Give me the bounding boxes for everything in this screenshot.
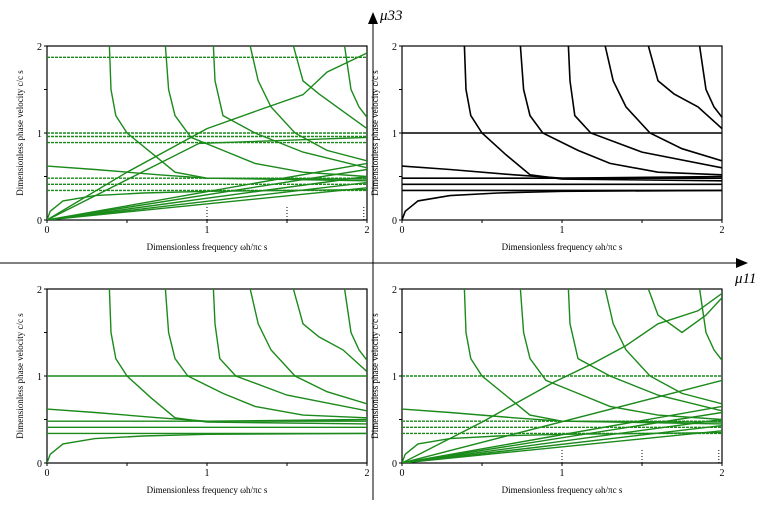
x-tick-label: 2 (365, 468, 370, 479)
series-line-12 (47, 168, 367, 220)
chart-bottom-right: 0 1 2 0 1 2 Dimensionless frequency ωh/πc s Dim… (370, 285, 725, 495)
series-line-16 (604, 289, 722, 405)
x-tick-label: 0 (45, 225, 50, 236)
series-line-5 (402, 165, 722, 180)
series-line-10 (292, 289, 367, 373)
y-tick-label: 2 (392, 42, 397, 53)
chart-bottom-left: 0 1 2 0 1 2 Dimensionless frequency ωh/πc s Dim… (15, 285, 370, 495)
horizontal-axis-arrow-icon (736, 258, 748, 268)
y-axis-label: Dimensionless phase velocity c/c s (15, 70, 25, 196)
x-axis-label: Dimensionless frequency ωh/πc s (147, 485, 268, 495)
series-group (402, 289, 722, 463)
y-axis-label: Dimensionless phase velocity c/c s (370, 70, 380, 196)
chart-top-left: 0 1 2 0 1 2 Dimensionless frequency ωh/πc s Dim… (15, 42, 370, 252)
x-axis-label: Dimensionless frequency ωh/πc s (502, 242, 623, 252)
series-line-5 (47, 408, 367, 422)
series-line-12 (402, 430, 722, 463)
series-line-13 (463, 289, 722, 425)
y-tick-label: 0 (37, 459, 42, 470)
y-tick-label: 2 (37, 285, 42, 296)
series-line-4 (402, 189, 722, 220)
series-group (47, 46, 367, 220)
x-tick-label: 0 (400, 468, 405, 479)
series-line-6 (402, 292, 722, 463)
series-line-10 (647, 46, 722, 130)
mu11-label: μ11 (734, 271, 756, 287)
series-line-7 (519, 46, 722, 176)
series-line-17 (647, 289, 722, 334)
series-line-6 (108, 289, 367, 425)
series-line-13 (47, 175, 367, 220)
x-axis-label: Dimensionless frequency ωh/πc s (502, 485, 623, 495)
series-line-8 (402, 405, 722, 463)
y-tick-label: 2 (37, 42, 42, 53)
series-line-14 (519, 289, 722, 421)
series-group (47, 289, 367, 463)
y-tick-label: 0 (392, 216, 397, 227)
y-tick-label: 1 (37, 372, 42, 383)
series-line-6 (463, 46, 722, 182)
y-tick-label: 1 (392, 372, 397, 383)
series-line-15 (47, 187, 367, 220)
series-line-9 (402, 411, 722, 463)
series-line-21 (343, 46, 367, 118)
series-line-11 (698, 46, 722, 118)
x-tick-label: 1 (205, 468, 210, 479)
x-tick-label: 0 (400, 225, 405, 236)
series-line-9 (249, 289, 367, 405)
series-line-9 (604, 46, 722, 162)
series-line-8 (567, 46, 722, 169)
x-tick-label: 1 (205, 225, 210, 236)
series-line-19 (249, 46, 367, 162)
y-axis-label: Dimensionless phase velocity c/c s (370, 313, 380, 439)
series-line-10 (47, 136, 367, 220)
series-line-11 (402, 424, 722, 463)
series-line-7 (164, 289, 367, 419)
y-tick-label: 0 (37, 216, 42, 227)
series-line-18 (212, 46, 367, 169)
y-tick-label: 2 (392, 285, 397, 296)
y-tick-label: 1 (392, 129, 397, 140)
x-axis-label: Dimensionless frequency ωh/πc s (147, 242, 268, 252)
y-tick-label: 1 (37, 129, 42, 140)
series-line-17 (164, 46, 367, 178)
x-tick-label: 2 (720, 468, 725, 479)
quadrant-axes: μ33 μ11 (0, 8, 756, 500)
x-tick-label: 2 (720, 225, 725, 236)
series-line-4 (47, 432, 367, 463)
mu33-label: μ33 (379, 8, 403, 24)
series-line-9 (47, 52, 367, 220)
y-axis-label: Dimensionless phase velocity c/c s (15, 313, 25, 439)
vertical-axis-arrow-icon (368, 12, 378, 24)
series-line-16 (108, 46, 367, 182)
chart-top-right: 0 1 2 0 1 2 Dimensionless frequency ωh/πc s Dim… (370, 42, 725, 252)
series-line-18 (698, 289, 722, 361)
x-tick-label: 0 (45, 468, 50, 479)
series-line-11 (343, 289, 367, 361)
series-line-14 (47, 181, 367, 220)
x-tick-label: 1 (560, 225, 565, 236)
series-line-20 (292, 46, 367, 130)
series-line-10 (402, 418, 722, 463)
x-tick-label: 1 (560, 468, 565, 479)
x-tick-label: 2 (365, 225, 370, 236)
series-line-15 (567, 289, 722, 412)
y-tick-label: 0 (392, 459, 397, 470)
series-line-8 (212, 289, 367, 412)
series-group (402, 46, 722, 220)
